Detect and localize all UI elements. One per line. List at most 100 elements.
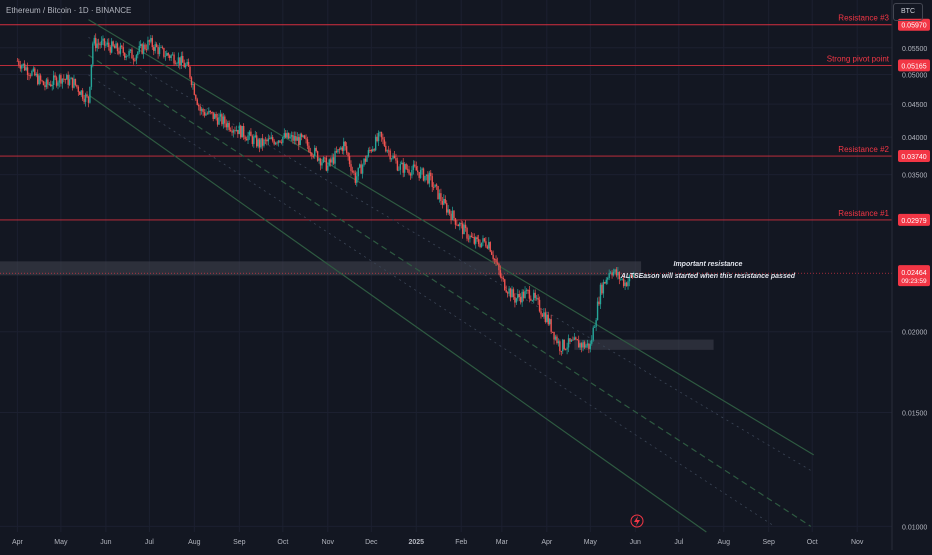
candle-body <box>247 135 249 141</box>
candle-body <box>286 132 288 138</box>
candle-body <box>438 193 441 200</box>
candle-body <box>60 75 62 84</box>
candle-body <box>522 291 525 299</box>
candle-body <box>134 60 136 62</box>
candle-body <box>607 277 609 280</box>
candle-body <box>582 342 584 348</box>
candle-body <box>158 47 161 55</box>
candle-body <box>328 159 330 166</box>
candle-body <box>324 157 326 159</box>
candle-body <box>190 77 193 85</box>
level-price-text-1: 0.05165 <box>901 63 926 70</box>
x-tick-label-2: Jun <box>100 539 111 546</box>
candle-body <box>451 210 454 221</box>
candle-body <box>585 345 587 348</box>
candle-body <box>51 84 53 87</box>
candle-body <box>302 135 304 137</box>
candle-body <box>295 136 297 141</box>
support-resistance-zone-0 <box>0 261 642 276</box>
candle-body <box>446 203 448 213</box>
candle-body <box>228 122 230 130</box>
current-price-value: 0.02464 <box>901 270 926 277</box>
candle-body <box>155 44 158 47</box>
candle-body <box>274 142 277 145</box>
candle-body <box>242 126 245 137</box>
candle-body <box>599 284 602 305</box>
candle-body <box>591 339 593 344</box>
candle-body <box>254 135 256 138</box>
candle-body <box>241 126 243 138</box>
candle-body <box>48 84 51 86</box>
candle-body <box>126 55 129 57</box>
candle-body <box>213 114 216 119</box>
candle-body <box>620 278 622 280</box>
candle-body <box>459 223 461 227</box>
currency-button[interactable]: BTC <box>893 3 923 21</box>
candle-body <box>483 238 486 242</box>
candle-body <box>161 47 164 49</box>
x-tick-label-9: 2025 <box>408 539 424 546</box>
candle-body <box>305 138 307 140</box>
candle-body <box>177 57 180 64</box>
candle-body <box>90 64 93 87</box>
candle-body <box>621 278 623 280</box>
candle-body <box>486 246 489 249</box>
candle-body <box>557 341 560 344</box>
candle-body <box>303 135 306 139</box>
candle-body <box>174 63 177 65</box>
candle-body <box>383 139 386 146</box>
candle-body <box>631 275 634 278</box>
candle-body <box>353 171 355 173</box>
candle-body <box>208 110 210 114</box>
candle-body <box>466 227 468 239</box>
candle-body <box>183 62 185 68</box>
candle-body <box>340 147 342 150</box>
channel-upper-line <box>88 19 814 456</box>
candle-body <box>460 223 462 225</box>
candle-body <box>74 78 77 85</box>
candle-body <box>515 298 518 303</box>
candle-body <box>153 47 155 51</box>
candle-body <box>540 311 542 315</box>
candle-body <box>37 73 39 85</box>
candle-body <box>348 156 351 165</box>
candle-body <box>370 150 373 152</box>
candle-body <box>23 63 26 71</box>
candle-body <box>477 239 480 245</box>
candle-body <box>144 44 146 50</box>
candle-body <box>473 237 475 244</box>
candle-body <box>322 157 325 163</box>
candle-body <box>280 142 283 143</box>
current-price-tag <box>898 265 930 287</box>
candle-body <box>569 338 571 342</box>
candle-body <box>463 224 465 235</box>
candle-body <box>596 301 599 321</box>
candle-body <box>92 43 94 65</box>
candle-body <box>261 138 264 146</box>
lightning-icon[interactable] <box>630 514 644 528</box>
candle-body <box>264 139 267 141</box>
candle-body <box>132 58 135 61</box>
candle-body <box>289 136 291 139</box>
candle-body <box>441 201 444 205</box>
level-price-text-2: 0.03740 <box>901 154 926 161</box>
candle-body <box>454 218 457 225</box>
candle-body <box>102 38 104 41</box>
candle-body <box>524 290 526 299</box>
candle-body <box>121 45 123 48</box>
candle-body <box>614 269 616 272</box>
candle-body <box>437 185 439 200</box>
candle-body <box>55 77 58 86</box>
candle-body <box>212 112 214 119</box>
candle-body <box>80 90 82 95</box>
candle-body <box>112 41 114 46</box>
level-label-1: Strong pivot point <box>827 54 890 63</box>
candle-body <box>345 146 348 153</box>
candle-body <box>168 55 171 58</box>
candle-body <box>219 114 222 117</box>
candle-body <box>83 98 85 102</box>
candle-body <box>493 259 496 260</box>
candle-body <box>115 43 117 49</box>
